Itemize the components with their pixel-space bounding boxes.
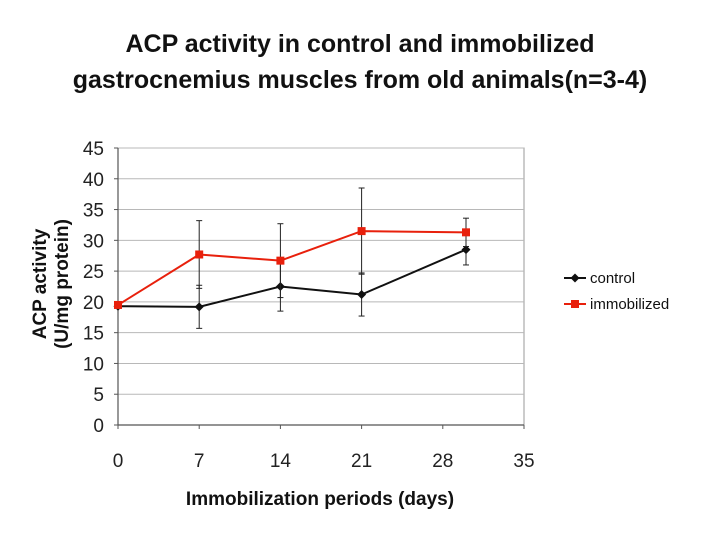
tick-labels: 0 5 10 15 20 25 30 35 40 45 0 7 14 21 28 35 <box>83 139 535 472</box>
data-point-control-1 <box>194 302 204 312</box>
x-tick-label-14: 14 <box>270 451 292 472</box>
x-tick-label-7: 7 <box>194 451 205 472</box>
legend: control immobilized <box>558 262 674 318</box>
y-tick-label-30: 30 <box>83 231 104 252</box>
y-tick-label-35: 35 <box>83 201 104 222</box>
legend-marker-immobilized <box>571 300 579 308</box>
legend-box <box>558 262 674 318</box>
data-point-control-3 <box>357 290 367 300</box>
y-tick-label-0: 0 <box>93 416 104 437</box>
y-axis-title-line-1: ACP activity <box>30 228 51 339</box>
data-point-immobilized-1 <box>195 250 204 259</box>
chart-title-line-2: gastrocnemius muscles from old animals(n… <box>73 66 647 94</box>
data-point-immobilized-2 <box>276 256 285 265</box>
plot-area <box>117 147 525 426</box>
y-tick-label-40: 40 <box>83 170 104 191</box>
y-tick-label-10: 10 <box>83 354 104 375</box>
y-axis-title-line-2: (U/mg protein) <box>52 219 73 349</box>
legend-marker-control <box>570 273 580 283</box>
data-point-control-4 <box>461 245 471 255</box>
y-tick-label-5: 5 <box>93 385 104 406</box>
series-group <box>113 187 471 329</box>
grid-lines <box>118 147 524 395</box>
y-tick-label-45: 45 <box>83 139 104 160</box>
y-tick-label-20: 20 <box>83 293 104 314</box>
x-axis-title: Immobilization periods (days) <box>186 489 454 510</box>
x-tick-label-0: 0 <box>113 451 124 472</box>
legend-label-control: control <box>590 270 635 287</box>
data-point-immobilized-4 <box>462 228 470 237</box>
chart-title-line-1: ACP activity in control and immobilized <box>125 30 594 58</box>
y-tick-label-25: 25 <box>83 262 104 283</box>
data-point-immobilized-3 <box>357 227 366 236</box>
series-immobilized <box>114 187 470 309</box>
x-tick-label-28: 28 <box>432 451 453 472</box>
axes <box>114 147 525 429</box>
x-tick-label-35: 35 <box>513 451 534 472</box>
y-tick-label-15: 15 <box>83 324 104 345</box>
x-tick-label-21: 21 <box>351 451 372 472</box>
legend-label-immobilized: immobilized <box>590 296 669 313</box>
data-point-immobilized-0 <box>114 300 122 309</box>
